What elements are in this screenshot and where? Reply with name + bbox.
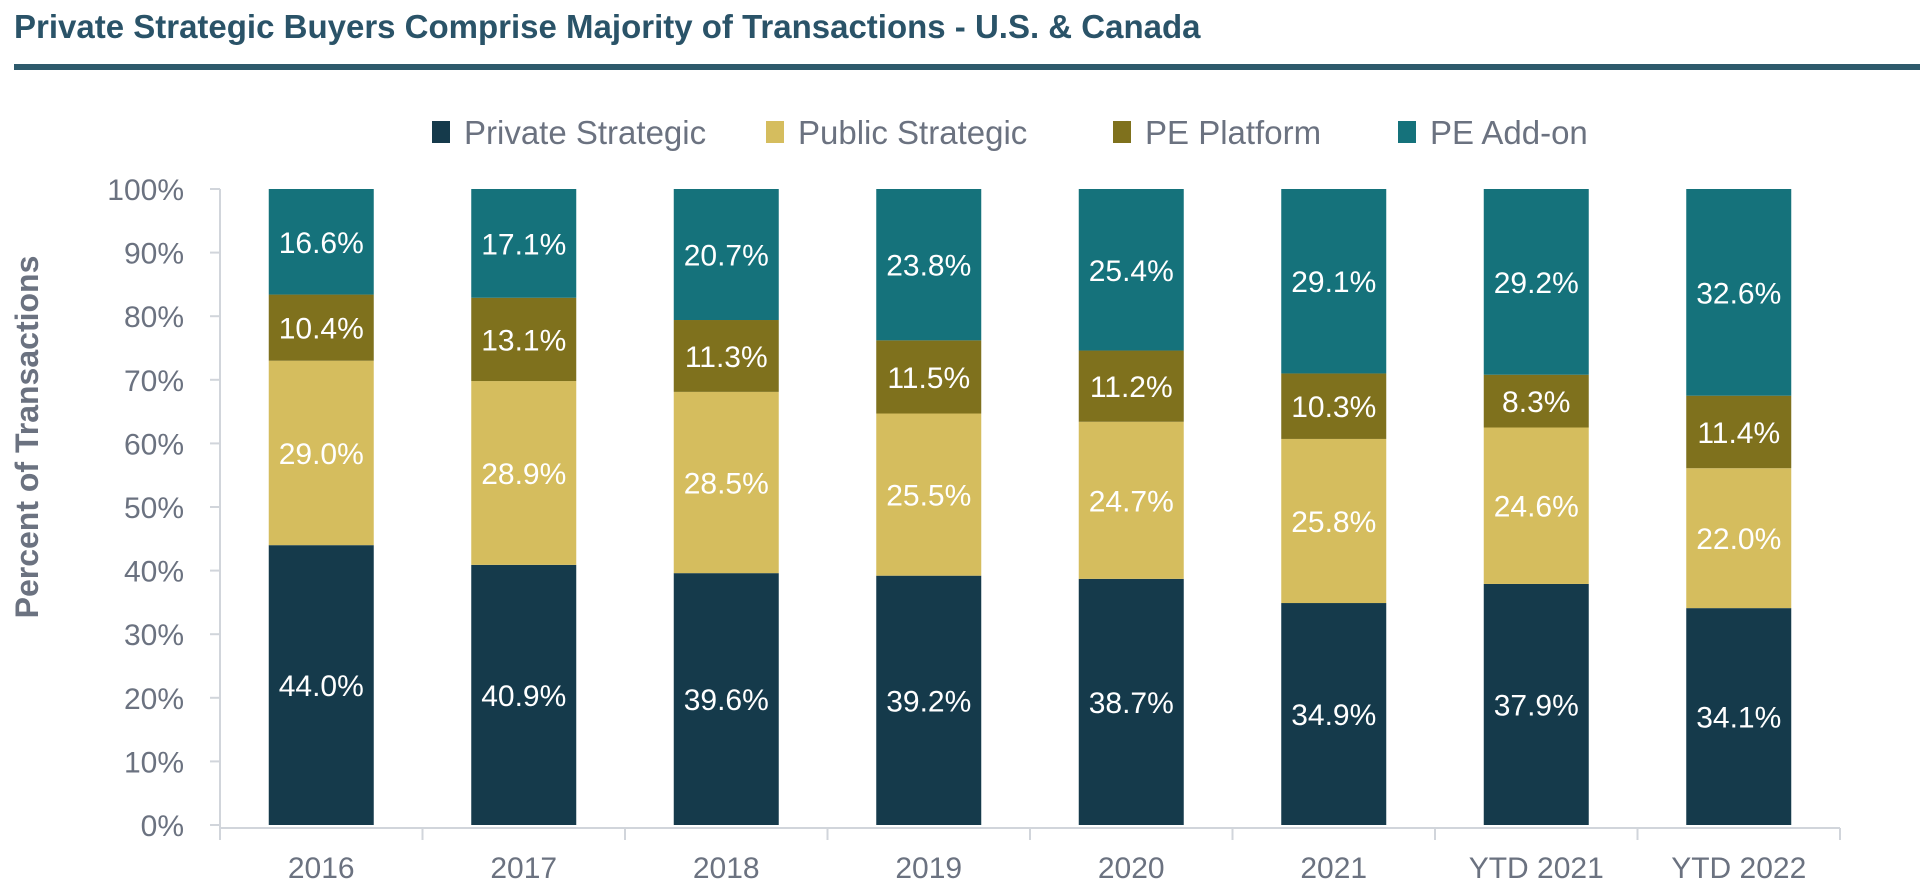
bar-segment	[268, 545, 374, 825]
data-label: 28.5%	[684, 468, 769, 501]
data-label: 38.7%	[1089, 687, 1174, 720]
data-label: 25.4%	[1089, 255, 1174, 288]
data-label: 23.8%	[886, 250, 971, 283]
data-label: 29.1%	[1291, 266, 1376, 299]
x-tick-label: 2021	[1300, 852, 1367, 885]
bar-segment	[268, 294, 374, 361]
bar-segment	[673, 189, 779, 321]
bars: 44.0% 29.0% 10.4% 16.6% 40.9% 28.9% 13.1% 17.1%…	[268, 189, 1792, 825]
bar-segment	[471, 189, 577, 298]
y-tick-label: 60%	[124, 428, 184, 461]
data-label: 11.5%	[887, 362, 970, 395]
legend-swatch	[1113, 121, 1131, 143]
y-axis: 0% 10% 20% 30% 40% 50% 60% 70% 80% 90% 100%	[107, 174, 221, 843]
bar-segment	[1281, 438, 1387, 604]
data-label: 10.3%	[1291, 391, 1376, 424]
data-label: 34.1%	[1696, 702, 1781, 735]
bar-segment	[471, 564, 577, 825]
bar-segment	[1483, 189, 1589, 375]
data-label: 25.8%	[1291, 506, 1376, 539]
data-label: 37.9%	[1494, 689, 1579, 722]
bar-segment	[1686, 189, 1792, 396]
data-label: 8.3%	[1502, 386, 1570, 419]
data-label: 40.9%	[481, 680, 566, 713]
y-tick-label: 30%	[124, 619, 184, 652]
x-tick-label: 2020	[1098, 852, 1165, 885]
x-tick-label: 2017	[490, 852, 557, 885]
bar-segment	[1078, 421, 1184, 579]
data-label: 29.0%	[279, 438, 364, 471]
bar-segment	[673, 573, 779, 825]
y-tick-label: 20%	[124, 683, 184, 716]
y-tick-label: 100%	[107, 174, 184, 207]
bar-segment	[1686, 395, 1792, 469]
bar-segment	[1483, 374, 1589, 428]
data-label: 25.5%	[886, 480, 971, 513]
x-tick-label: YTD 2021	[1469, 852, 1604, 885]
data-label: 39.6%	[684, 684, 769, 717]
y-tick-label: 90%	[124, 238, 184, 271]
bar-segment	[876, 575, 982, 825]
bar-segment	[1686, 468, 1792, 609]
x-tick-label: 2019	[895, 852, 962, 885]
chart-legend: Private Strategic Public Strategic PE Plat…	[432, 114, 1588, 151]
data-label: 24.7%	[1089, 485, 1174, 518]
x-tick-label: 2016	[288, 852, 355, 885]
data-label: 17.1%	[481, 228, 566, 261]
data-label: 22.0%	[1696, 523, 1781, 556]
legend-swatch	[1398, 121, 1416, 143]
y-tick-label: 50%	[124, 492, 184, 525]
y-tick-label: 80%	[124, 301, 184, 334]
legend-label: PE Platform	[1145, 114, 1321, 151]
bar-segment	[1483, 583, 1589, 825]
bar-segment	[876, 189, 982, 341]
x-axis: 2016 2017 2018 2019 2020 2021 YTD 2021 YTD 2022	[219, 827, 1841, 885]
data-label: 10.4%	[279, 313, 364, 346]
y-tick-label: 0%	[141, 810, 184, 843]
y-axis-title: Percent of Transactions	[9, 256, 45, 619]
bar-segment	[673, 391, 779, 574]
bar-segment	[1078, 578, 1184, 825]
legend-swatch	[766, 121, 784, 143]
bar-segment	[1078, 350, 1184, 422]
title-underline	[14, 64, 1920, 70]
bar-segment	[268, 360, 374, 546]
legend-label: Private Strategic	[464, 114, 706, 151]
data-label: 11.2%	[1090, 371, 1173, 404]
x-tick-label: 2018	[693, 852, 760, 885]
data-label: 32.6%	[1696, 277, 1781, 310]
bar-segment	[471, 381, 577, 565]
data-label: 34.9%	[1291, 699, 1376, 732]
data-label: 29.2%	[1494, 267, 1579, 300]
data-label: 11.4%	[1697, 417, 1780, 450]
chart-title: Private Strategic Buyers Comprise Majori…	[14, 8, 1201, 45]
bar-segment	[1281, 189, 1387, 374]
legend-label: PE Add-on	[1430, 114, 1588, 151]
bar-segment	[1686, 608, 1792, 825]
bar-segment	[471, 297, 577, 382]
x-tick-label: YTD 2022	[1671, 852, 1806, 885]
y-tick-label: 70%	[124, 365, 184, 398]
data-label: 28.9%	[481, 458, 566, 491]
bar-segment	[673, 320, 779, 392]
data-label: 20.7%	[684, 240, 769, 273]
data-label: 11.3%	[685, 341, 768, 374]
bar-segment	[268, 189, 374, 295]
y-tick-label: 40%	[124, 556, 184, 589]
y-tick-label: 10%	[124, 746, 184, 779]
bar-segment	[1483, 427, 1589, 584]
legend-label: Public Strategic	[798, 114, 1027, 151]
bar-segment	[1281, 603, 1387, 825]
data-label: 16.6%	[279, 227, 364, 260]
bar-segment	[876, 340, 982, 414]
data-label: 44.0%	[279, 670, 364, 703]
data-label: 39.2%	[886, 685, 971, 718]
data-label: 24.6%	[1494, 491, 1579, 524]
data-label: 13.1%	[481, 324, 566, 357]
bar-segment	[1078, 189, 1184, 351]
legend-swatch	[432, 121, 450, 143]
bar-segment	[876, 413, 982, 576]
bar-segment	[1281, 373, 1387, 439]
